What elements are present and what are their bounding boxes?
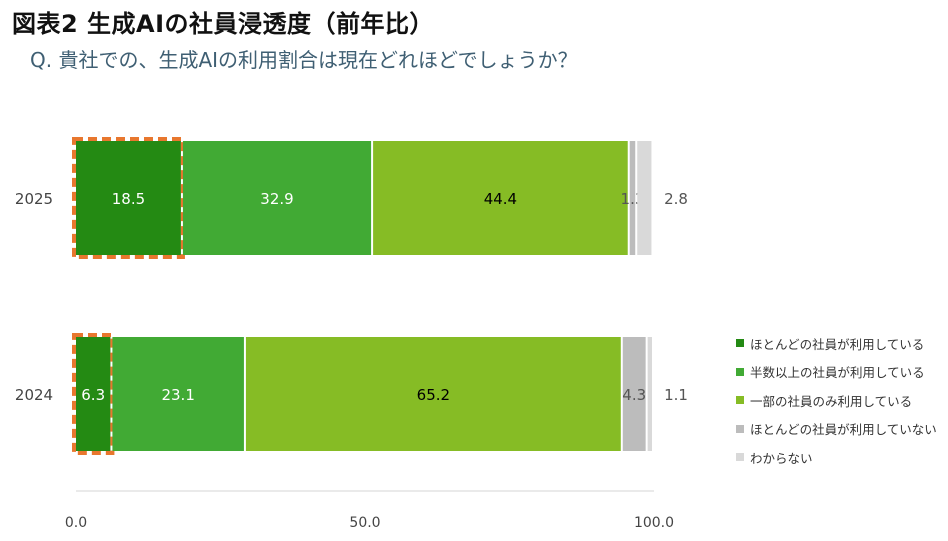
bar-segment (112, 337, 244, 451)
data-label: 23.1 (161, 386, 194, 404)
x-tick-label: 100.0 (634, 515, 674, 531)
legend-label: ほとんどの社員が利用している (750, 336, 925, 352)
data-label: 65.2 (417, 386, 450, 404)
data-label: 44.4 (484, 190, 517, 208)
legend-swatch (736, 396, 744, 405)
bar-segment (76, 141, 181, 255)
highlight-outline (72, 333, 115, 455)
legend-label: わからない (750, 450, 813, 466)
y-category-label: 2024 (15, 386, 53, 404)
legend-label: 半数以上の社員が利用している (750, 365, 925, 381)
legend-swatch (736, 424, 744, 433)
legend-swatch (736, 453, 744, 462)
x-tick-label: 50.0 (349, 515, 380, 531)
data-label: 4.3 (622, 386, 646, 404)
chart-subtitle: Q. 貴社での、生成AIの利用割合は現在どれほどでしょうか？ (30, 48, 578, 72)
bar-segment (622, 337, 646, 451)
highlight-outline (72, 137, 185, 259)
data-label: 6.3 (81, 386, 105, 404)
data-label: 2.8 (664, 190, 688, 208)
legend-label: 一部の社員のみ利用している (750, 393, 913, 409)
bar-segment (629, 141, 636, 255)
bar-segment (245, 337, 621, 451)
y-category-label: 2025 (15, 190, 53, 208)
legend-swatch (736, 367, 744, 376)
legend-swatch (736, 339, 744, 348)
bar-segment (76, 337, 111, 451)
legend-item: ほとんどの社員が利用していない (736, 415, 937, 444)
legend-item: 半数以上の社員が利用している (736, 358, 937, 387)
legend-item: わからない (736, 443, 937, 472)
bar-segment (637, 141, 652, 255)
chart-legend: ほとんどの社員が利用している 半数以上の社員が利用している 一部の社員のみ利用してい… (736, 329, 937, 472)
bar-segment (373, 141, 628, 255)
data-label: 32.9 (260, 190, 293, 208)
bar-segment (647, 337, 652, 451)
legend-item: ほとんどの社員が利用している (736, 329, 937, 358)
legend-label: ほとんどの社員が利用していない (750, 422, 937, 438)
data-label: 1.1 (664, 386, 688, 404)
bar-segment (182, 141, 372, 255)
chart-title: 図表2 生成AIの社員浸透度（前年比） (12, 10, 435, 38)
data-label: 18.5 (112, 190, 145, 208)
legend-item: 一部の社員のみ利用している (736, 386, 937, 415)
x-tick-label: 0.0 (65, 515, 87, 531)
